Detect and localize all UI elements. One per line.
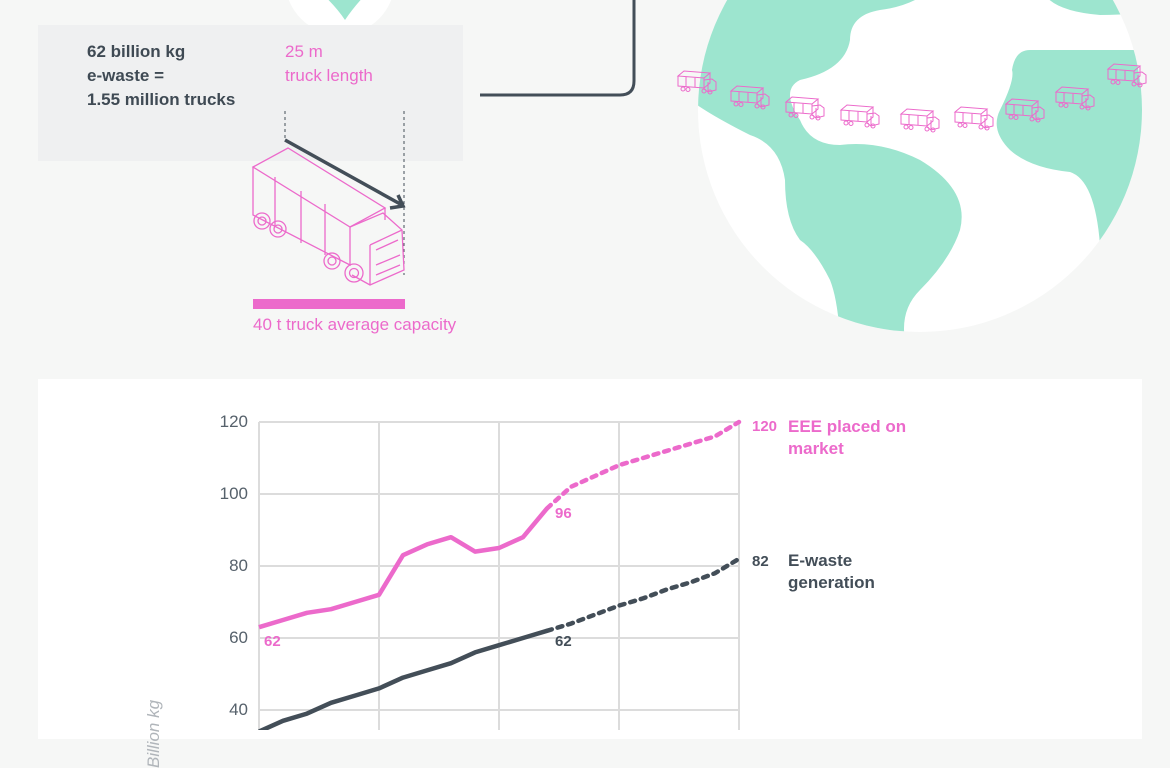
fact-text: 62 billion kg e-waste = 1.55 million tru… [87, 40, 235, 112]
end-value-label: 120 [752, 418, 778, 435]
info-box [38, 25, 463, 161]
globe-illustration [288, 0, 1147, 332]
y-tick-label: 60 [229, 628, 248, 647]
fact-line: 62 billion kg [87, 42, 186, 61]
data-label: 62 [264, 633, 281, 650]
chart-grid [258, 421, 740, 730]
y-tick-label: 40 [229, 700, 248, 719]
capacity-label: 40 t truck average capacity [253, 315, 457, 334]
series-line-eee [258, 506, 549, 630]
legend-eee: EEE placed on market [788, 416, 906, 460]
chart-panel [38, 379, 1142, 739]
y-axis-label: Billion kg [144, 699, 163, 768]
y-tick-label: 120 [219, 412, 248, 431]
truck-icon [251, 111, 406, 286]
end-value-label: 82 [752, 553, 769, 570]
length-value: 25 m [285, 42, 323, 61]
fact-line: 1.55 million trucks [87, 90, 236, 109]
series-line-ewaste [258, 628, 548, 730]
y-tick-label: 80 [229, 556, 248, 575]
projection-line-eee [544, 419, 742, 511]
projection-line-ewaste [544, 556, 742, 634]
fact-line: e-waste = [87, 66, 165, 85]
length-label: truck length [285, 66, 373, 85]
y-tick-label: 100 [219, 484, 248, 503]
length-arrow [284, 138, 406, 210]
series-name: generation [788, 573, 875, 592]
data-label: 96 [555, 505, 572, 522]
capacity-bar [253, 299, 405, 309]
line-chart [258, 419, 742, 730]
data-label: 62 [555, 633, 572, 650]
series-name: market [788, 439, 844, 458]
series-name: EEE placed on [788, 417, 907, 436]
series-name: E-waste [788, 551, 853, 570]
connector-line [480, 0, 636, 97]
legend-ewaste: E-waste generation [788, 550, 875, 594]
truck-length-annotation: 25 m truck length [285, 40, 373, 88]
